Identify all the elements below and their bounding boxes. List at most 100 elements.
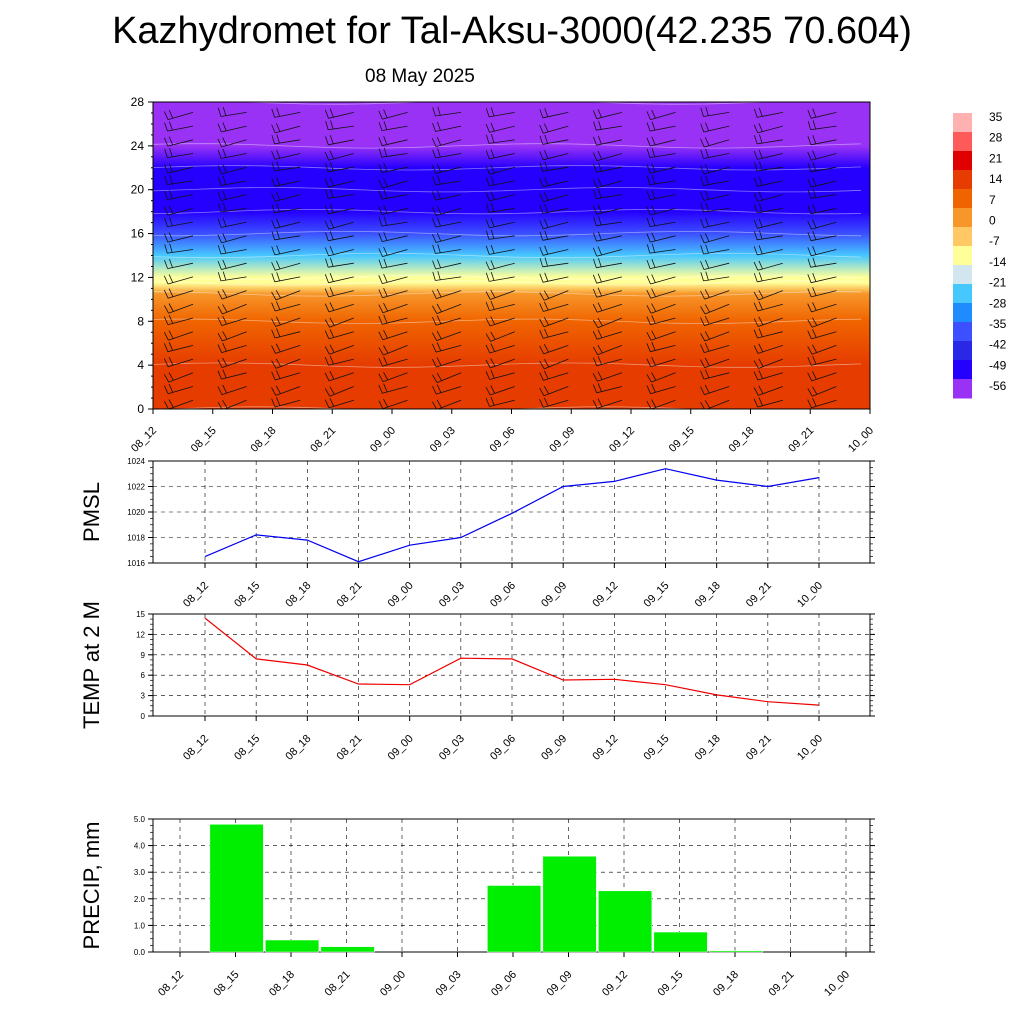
x-tick-label: 08_15 [232, 733, 262, 763]
wind-barb [539, 344, 569, 355]
wind-barb [646, 232, 676, 243]
wind-barb [271, 191, 301, 202]
y-tick-label: 24 [131, 139, 145, 153]
wind-barb [646, 148, 676, 158]
x-tick-label: 08_21 [323, 969, 353, 999]
wind-barb [324, 344, 354, 355]
wind-barb [646, 383, 676, 395]
x-tick-label: 09_12 [600, 969, 630, 999]
wind-barb [700, 303, 730, 315]
wind-barb [486, 229, 515, 240]
wind-barb [807, 371, 837, 382]
wind-barb [539, 161, 569, 172]
wind-barb [807, 188, 837, 199]
wind-barb [271, 397, 301, 408]
wind-barb [163, 356, 194, 368]
wind-barb [807, 355, 837, 366]
x-tick-label: 09_06 [489, 969, 519, 999]
wind-barb [378, 163, 408, 173]
wind-barb [646, 258, 676, 269]
wind-barb [700, 106, 730, 117]
contour-line [153, 362, 862, 368]
wind-barb [485, 289, 515, 300]
colorbar-swatch [953, 303, 972, 323]
wind-barb [271, 218, 301, 229]
wind-barb [271, 290, 301, 301]
wind-barb [164, 148, 194, 158]
y-tick-label: 4.0 [134, 842, 146, 851]
temp-series-line [204, 617, 820, 706]
wind-barb [700, 175, 730, 186]
colorbar-swatch [953, 151, 972, 171]
y-tick-label: 12 [136, 630, 145, 639]
wind-barb [378, 288, 408, 299]
y-tick-label: 2.0 [134, 895, 146, 904]
wind-barb [324, 204, 354, 215]
wind-barb [486, 202, 515, 213]
x-tick-label: 09_00 [368, 425, 398, 455]
pmsl-series-line [204, 468, 820, 563]
wind-barb [378, 178, 408, 189]
wind-barb [432, 303, 462, 314]
contour-line [153, 274, 862, 280]
wind-barb [754, 161, 783, 172]
wind-barb [646, 356, 676, 368]
wind-barb [432, 217, 462, 228]
wind-barb [325, 135, 354, 146]
wind-barb [539, 192, 569, 203]
x-tick-label: 10_00 [795, 733, 825, 763]
wind-barb [271, 149, 301, 160]
wind-barb [432, 244, 462, 254]
wind-barb [432, 106, 462, 117]
wind-barb [700, 233, 730, 244]
wind-barb [646, 303, 676, 314]
wind-barb [324, 246, 354, 257]
y-tick-label: 0 [137, 402, 144, 416]
x-tick-label: 09_18 [693, 733, 723, 763]
colorbar-swatch [953, 170, 972, 190]
wind-barb [753, 123, 783, 134]
wind-barb [485, 331, 515, 342]
wind-barb [217, 233, 247, 244]
wind-barb [807, 257, 837, 268]
wind-barb [592, 356, 623, 367]
x-tick-label: 09_21 [786, 425, 816, 455]
wind-barb [217, 137, 247, 148]
y-tick-label: 12 [131, 270, 145, 284]
wind-barb [592, 287, 623, 298]
x-tick-label: 09_06 [488, 733, 518, 763]
x-tick-label: 09_06 [488, 580, 518, 610]
x-tick-label: 08_18 [267, 969, 297, 999]
wind-barb [378, 371, 408, 383]
wind-barb [164, 121, 194, 132]
wind-barb [378, 121, 408, 131]
wind-barb [646, 288, 676, 299]
wind-barb [807, 302, 837, 313]
colorbar-label: -35 [989, 317, 1007, 331]
wind-barb [217, 289, 247, 300]
x-tick-label: 08_12 [129, 425, 159, 455]
colorbar-label: -7 [989, 234, 1000, 248]
wind-barb [485, 300, 515, 311]
precip-bar [265, 939, 320, 953]
x-tick-label: 08_18 [283, 580, 313, 610]
wind-barb [539, 290, 569, 301]
wind-barb [592, 150, 623, 162]
x-tick-label: 08_18 [249, 425, 279, 455]
y-tick-label: 1024 [127, 457, 145, 466]
colorbar-swatch [953, 284, 972, 304]
y-axis-label: PRECIP, mm [79, 822, 104, 950]
colorbar-label: 35 [989, 110, 1003, 124]
wind-barb [807, 246, 837, 257]
wind-barb [646, 399, 676, 409]
wind-barb [432, 288, 462, 299]
wind-barb [807, 135, 837, 146]
colorbar-swatch [953, 341, 972, 361]
wind-barb [539, 203, 569, 214]
wind-barb [539, 317, 569, 328]
x-tick-label: 09_09 [539, 580, 569, 610]
wind-barb [753, 385, 783, 396]
wind-barb [217, 357, 247, 368]
wind-barb [700, 357, 730, 368]
wind-barb [378, 345, 408, 356]
